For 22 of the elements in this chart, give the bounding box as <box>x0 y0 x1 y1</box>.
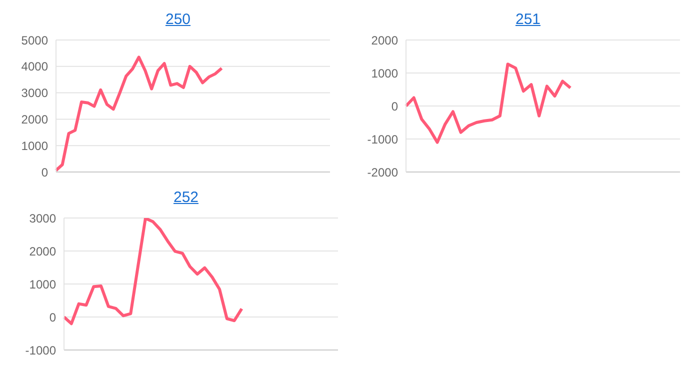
y-tick-label: 1000 <box>29 277 56 292</box>
y-tick-label: -1000 <box>367 132 398 146</box>
chart-title: 251 <box>515 11 541 28</box>
y-tick-label: 5000 <box>21 33 48 48</box>
y-tick-label: 4000 <box>21 60 48 74</box>
chart-title: 250 <box>165 11 191 28</box>
line-series <box>54 56 224 172</box>
y-tick-label: 2000 <box>371 33 398 48</box>
y-tick-label: 0 <box>49 310 56 324</box>
y-tick-label: 2000 <box>21 112 48 126</box>
y-tick-label: 1000 <box>371 66 398 80</box>
y-tick-label: -2000 <box>367 165 398 180</box>
y-tick-label: 1000 <box>21 138 48 153</box>
line-series <box>404 62 572 144</box>
chart-title: 252 <box>173 189 199 206</box>
y-tick-label: 0 <box>41 165 48 180</box>
y-tick-label: -1000 <box>25 343 56 358</box>
y-tick-label: 2000 <box>29 244 56 258</box>
y-tick-label: 3000 <box>29 211 56 226</box>
y-tick-label: 3000 <box>21 86 48 100</box>
line-series <box>62 218 244 326</box>
y-tick-label: 0 <box>391 99 398 114</box>
